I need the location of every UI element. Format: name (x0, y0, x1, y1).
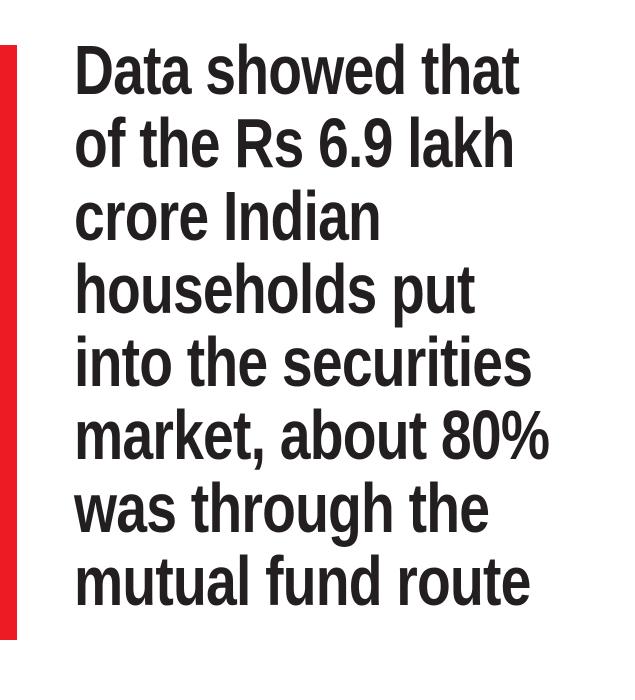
quote-line: market, about 80% (74, 396, 550, 474)
accent-bar (0, 45, 17, 640)
quote-line: crore Indian (74, 177, 382, 255)
quote-line: mutual fund route (74, 542, 531, 620)
pull-quote: Data showed that of the Rs 6.9 lakh crore … (74, 34, 634, 618)
quote-line: was through the (74, 469, 490, 547)
quote-line: of the Rs 6.9 lakh (74, 104, 515, 182)
quote-line: into the securities (74, 323, 533, 401)
quote-line: Data showed that (74, 31, 520, 109)
quote-line: households put (74, 250, 475, 328)
